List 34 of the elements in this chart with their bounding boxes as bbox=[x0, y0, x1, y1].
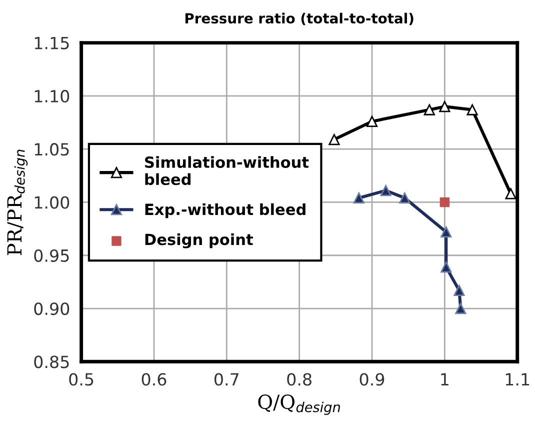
y-tick-label: 1.00 bbox=[34, 196, 70, 209]
point bbox=[328, 134, 340, 146]
point bbox=[454, 284, 465, 296]
point bbox=[440, 262, 452, 273]
y-tick-label: 0.95 bbox=[34, 249, 69, 262]
x-tick-label: 0.9 bbox=[360, 373, 384, 386]
chart-title: Pressure ratio (total-to-total) bbox=[185, 12, 414, 26]
point bbox=[440, 226, 452, 238]
legend-label: Simulation-without bleed bbox=[145, 156, 309, 186]
point bbox=[455, 302, 466, 314]
legend-label: Exp.-without bleed bbox=[145, 203, 306, 218]
legend-label: Design point bbox=[145, 233, 253, 248]
point bbox=[466, 104, 478, 116]
point bbox=[399, 192, 410, 204]
y-axis-title: PR/PR$_{design}$ bbox=[7, 150, 28, 256]
x-tick-label: 1.1 bbox=[506, 373, 530, 386]
y-tick-label: 0.85 bbox=[34, 356, 69, 368]
point bbox=[366, 116, 378, 128]
x-tick-label: 0.8 bbox=[287, 373, 312, 386]
point bbox=[380, 184, 392, 196]
y-tick-label: 1.10 bbox=[34, 90, 70, 103]
x-tick-label: 0.6 bbox=[142, 373, 166, 386]
x-tick-label: 0.7 bbox=[214, 373, 238, 386]
x-tick-label: 0.5 bbox=[69, 373, 94, 386]
point bbox=[505, 188, 516, 200]
point bbox=[440, 197, 450, 208]
point bbox=[353, 192, 364, 204]
y-tick-label: 0.90 bbox=[34, 302, 70, 316]
x-tick-label: 1 bbox=[441, 373, 448, 386]
x-axis-title: Q/Q$_{design}$ bbox=[258, 394, 340, 415]
y-tick-label: 1.05 bbox=[34, 143, 69, 156]
point bbox=[424, 104, 435, 116]
point bbox=[439, 101, 450, 112]
y-tick-label: 1.15 bbox=[34, 36, 69, 50]
